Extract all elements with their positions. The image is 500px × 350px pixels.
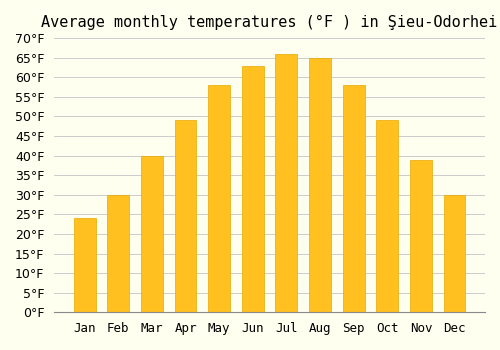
Bar	[276, 54, 297, 312]
Bar	[208, 85, 230, 312]
Bar	[342, 85, 364, 312]
Bar	[74, 218, 96, 312]
Bar	[376, 120, 398, 312]
Bar	[309, 58, 331, 312]
Bar	[174, 120, 197, 312]
Bar	[242, 65, 264, 312]
Bar	[444, 195, 466, 312]
Title: Average monthly temperatures (°F ) in Şieu-Odorhei: Average monthly temperatures (°F ) in Şi…	[42, 15, 498, 30]
Bar	[410, 160, 432, 312]
Bar	[141, 156, 163, 312]
Bar	[108, 195, 130, 312]
